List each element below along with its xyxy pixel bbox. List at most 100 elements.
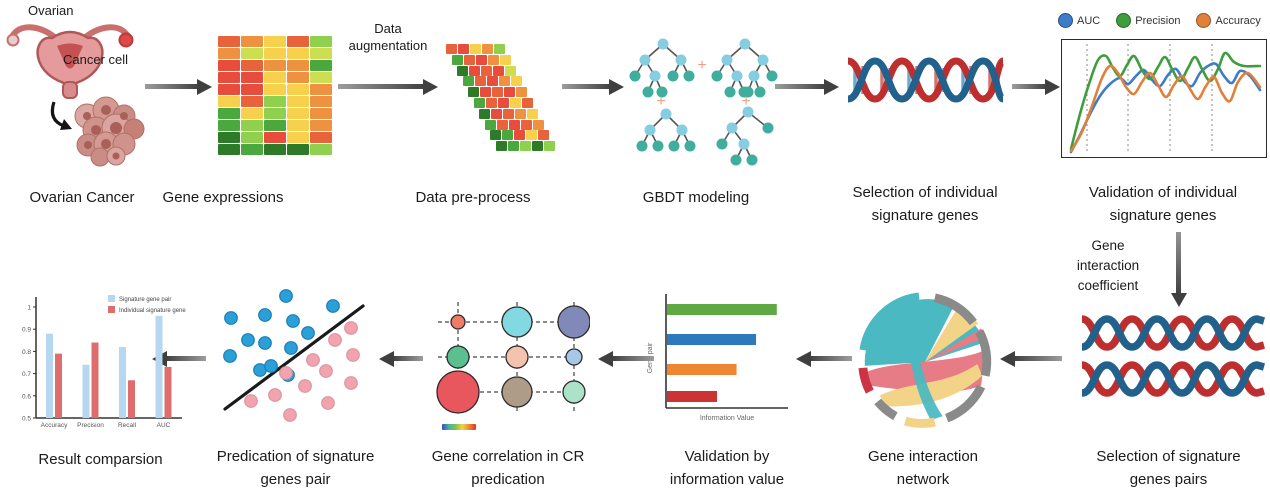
dna-helix-icon [846,57,1007,103]
svg-text:0.9: 0.9 [22,327,31,334]
caption-result: Result comparsion [38,451,163,468]
heatmap-cell [310,36,332,47]
heatmap-cell [287,144,309,155]
heatmap-cell [218,120,240,131]
arrow-right-1 [145,84,198,89]
caption-network: Gene interaction network [867,448,979,488]
heatmap-cell [287,72,309,83]
heatmap-cell [264,96,286,107]
arrow-right-3 [562,84,610,89]
cascade-cell [457,65,468,76]
heatmap-cell [264,108,286,119]
cascade-cell [493,65,504,76]
heatmap-cell [310,108,332,119]
cascade-cell [514,130,525,141]
caption-validation-individual: Validation of individual signature genes [1088,184,1238,224]
arrow-down [1176,232,1181,294]
heatmap-cell [218,72,240,83]
arrow-right-5 [1012,84,1046,89]
cascade-cell [519,141,531,152]
dna-pair-bottom [1080,361,1266,397]
heatmap-cell [264,60,286,71]
cascade-cell [507,141,519,152]
result-comparison-chart: 1 0.9 0.8 0.7 0.6 0.5 Accuracy Precision Recall A… [22,295,186,429]
heatmap-cell [264,120,286,131]
heatmap-cell [287,48,309,59]
heatmap-cell [241,60,263,71]
legend-item: Precision [1116,13,1180,28]
cascade-cell [451,54,463,65]
validation-legend: AUC Precision Accuracy [1058,13,1261,28]
curved-arrow-head [60,119,72,130]
legend-label: AUC [1077,14,1101,27]
cascade-cell [486,76,498,87]
cascade-cell [492,87,503,98]
legend-item: AUC [1058,13,1100,28]
caption-information-value: Validation by information value [669,448,785,488]
heatmap-cell [241,120,263,131]
caption-correlation: Gene correlation in CR predication [431,448,585,488]
legend-label: Accuracy [1215,14,1261,27]
cascade-cell [495,141,507,152]
cascade-cell [490,130,501,141]
heatmap-cell [241,48,263,59]
cascade-cell [527,108,538,119]
gene-interaction-coefficient-label: Gene interaction coefficient [1076,238,1140,293]
svg-text:Accuracy: Accuracy [41,422,68,429]
cascade-cell [487,54,499,65]
cascade-cell [520,119,532,130]
caption-selection-pairs: Selection of signature genes pairs [1096,448,1241,488]
cascade-cell [463,54,475,65]
gene-expression-heatmap [218,36,332,155]
heatmap-cell [264,72,286,83]
plus-icon: + [697,57,706,74]
cascade-cell [516,87,527,98]
heatmap-cell [287,36,309,47]
caption-gene-expressions: Gene expressions [162,189,284,206]
heatmap-cell [287,96,309,107]
heatmap-cell [310,48,332,59]
svg-text:0.5: 0.5 [22,416,31,423]
legend-dot-icon [1196,13,1212,28]
heatmap-cell [287,132,309,143]
arrow-left-1 [1014,356,1062,361]
svg-text:Individual signature gene: Individual signature gene [119,308,186,314]
cascade-cell [505,65,516,76]
heatmap-cell [218,84,240,95]
heatmap-cell [310,120,332,131]
cascade-cell [470,44,481,54]
data-augmentation-label: Data augmentation [348,21,428,53]
cascade-cell [521,98,533,108]
heatmap-cell [287,84,309,95]
cascade-cell [531,141,543,152]
validation-line-chart [1061,39,1267,158]
arrow-left-3 [612,356,654,361]
heatmap-cell [310,132,332,143]
svg-text:AUC: AUC [157,422,171,429]
cascade-cell [538,130,549,141]
legend-item: Accuracy [1196,13,1261,28]
heatmap-cell [310,144,332,155]
uterus-cavity [57,43,83,69]
heatmap-cell [218,108,240,119]
cascade-cell [458,44,469,54]
prediction-scatter-chart [223,289,365,422]
cascade-cell [508,119,520,130]
arrow-left-4 [393,356,423,361]
dna-strand-blue [846,57,1007,103]
tree-2 [711,38,778,98]
heatmap-cell [310,60,332,71]
legend-label: Precision [1135,14,1181,27]
svg-text:Precision: Precision [77,422,104,429]
cascade-cell [510,76,522,87]
cascade-cell [475,54,487,65]
heatmap-cell [218,132,240,143]
arrow-left-5 [166,356,206,361]
cascade-cell [503,108,514,119]
heatmap-cell [264,132,286,143]
heatmap-cell [287,60,309,71]
tree-3 [636,108,696,152]
caption-prediction: Predication of signature genes pair [216,448,375,488]
chord-ring [858,292,992,428]
svg-text:Information Value: Information Value [700,415,754,422]
